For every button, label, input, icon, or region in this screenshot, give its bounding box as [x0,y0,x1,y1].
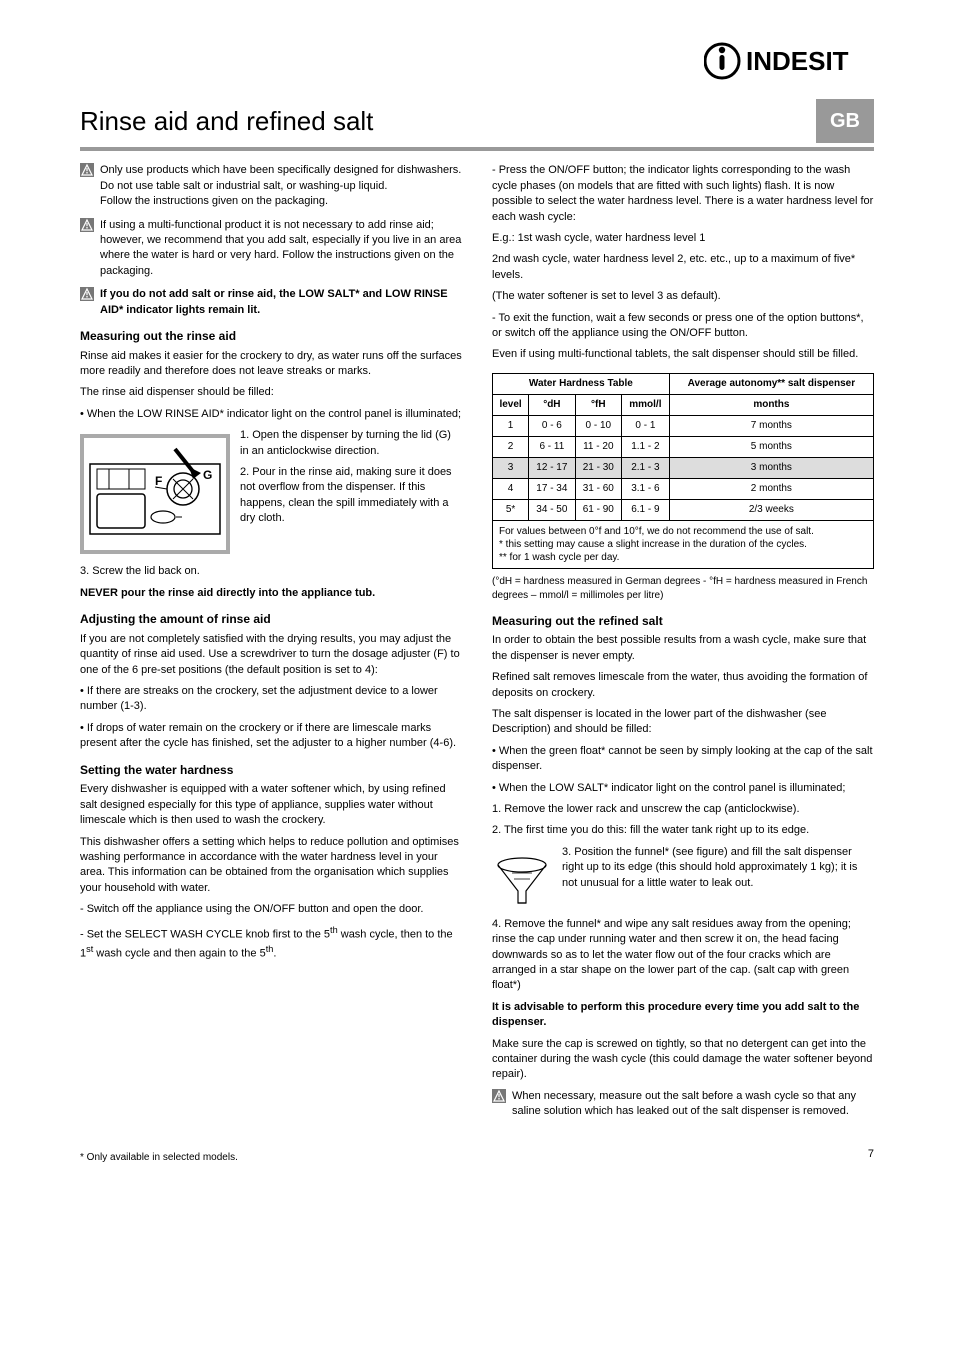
rinse-never: NEVER pour the rinse aid directly into t… [80,586,462,601]
table-row: 312 - 1721 - 302.1 - 33 months [493,457,874,478]
salt-p4: Make sure the cap is screwed on tightly,… [492,1037,874,1083]
hard-p1: Every dishwasher is equipped with a wate… [80,782,462,828]
left-column: Only use products which have been specif… [80,163,462,1123]
section-rinse-aid: Measuring out the rinse aid [80,328,462,345]
page-title: Rinse aid and refined salt [80,103,806,139]
table-note-below: (°dH = hardness measured in German degre… [492,575,874,603]
svg-text:G: G [203,468,212,482]
table-cell: 34 - 50 [529,499,575,520]
table-cell: 0 - 10 [575,415,621,436]
table-cell: 0 - 1 [622,415,670,436]
hard-ex1: E.g.: 1st wash cycle, water hardness lev… [492,231,874,246]
hard-p2: This dishwasher offers a setting which h… [80,835,462,897]
warning-icon [80,287,94,301]
warning-text-2: If using a multi-functional product it i… [100,218,462,280]
water-hardness-table: Water Hardness Table Average autonomy** … [492,373,874,569]
warning-icon [492,1089,506,1103]
rinse-para-1: Rinse aid makes it easier for the crocke… [80,349,462,380]
page-footer: * Only available in selected models. 7 [80,1147,874,1165]
rinse-adj-b1: • If there are streaks on the crockery, … [80,684,462,715]
table-cell: 61 - 90 [575,499,621,520]
table-row: 26 - 1111 - 201.1 - 25 months [493,436,874,457]
footnote: * Only available in selected models. [80,1151,238,1165]
hard-p6: (The water softener is set to level 3 as… [492,289,874,304]
svg-text:INDESIT: INDESIT [746,46,849,76]
warning-text-1: Only use products which have been specif… [100,163,461,209]
table-cell: 0 - 6 [529,415,575,436]
table-cell: 3 [493,457,529,478]
table-cell: 5* [493,499,529,520]
salt-p1: In order to obtain the best possible res… [492,633,874,664]
rinse-adj-p1: If you are not completely satisfied with… [80,632,462,678]
table-cell: 2 months [669,478,873,499]
salt-s1: 1. Remove the lower rack and unscrew the… [492,802,874,817]
section-salt: Measuring out the refined salt [492,613,874,630]
table-row: 5*34 - 5061 - 906.1 - 92/3 weeks [493,499,874,520]
salt-p2: Refined salt removes limescale from the … [492,670,874,701]
hard-p8: Even if using multi-functional tablets, … [492,347,874,362]
section-rinse-adjust: Adjusting the amount of rinse aid [80,611,462,628]
table-cell: 1.1 - 2 [622,436,670,457]
salt-s2: 2. The first time you do this: fill the … [492,823,874,838]
table-cell: 1 [493,415,529,436]
hard-p3: - Switch off the appliance using the ON/… [80,902,462,917]
col-months: months [669,394,873,415]
table-cell: 7 months [669,415,873,436]
dispenser-illustration: F G [80,434,230,554]
hard-p4: - Set the SELECT WASH CYCLE knob first t… [80,924,462,962]
col-level: level [493,394,529,415]
table-cell: 5 months [669,436,873,457]
hard-p5: - Press the ON/OFF button; the indicator… [492,163,874,225]
salt-b2: • When the LOW SALT* indicator light on … [492,781,874,796]
rinse-step-3: 3. Screw the lid back on. [80,564,462,579]
col-fh: °fH [575,394,621,415]
rinse-bullet-1: • When the LOW RINSE AID* indicator ligh… [80,407,462,422]
table-cell: 3.1 - 6 [622,478,670,499]
table-cell: 6 - 11 [529,436,575,457]
warning-text-3: If you do not add salt or rinse aid, the… [100,287,462,318]
table-header-auto: Average autonomy** salt dispenser [669,373,873,394]
salt-b1: • When the green float* cannot be seen b… [492,744,874,775]
table-cell: 11 - 20 [575,436,621,457]
table-row: 417 - 3431 - 603.1 - 62 months [493,478,874,499]
salt-rec: It is advisable to perform this procedur… [492,1000,874,1031]
svg-text:F: F [155,474,162,488]
language-tab: GB [816,99,874,143]
hard-p7: - To exit the function, wait a few secon… [492,311,874,342]
rinse-para-2: The rinse aid dispenser should be filled… [80,385,462,400]
table-cell: 2 [493,436,529,457]
page-number: 7 [868,1147,874,1165]
section-water-hardness: Setting the water hardness [80,762,462,779]
rinse-side-text: 1. Open the dispenser by turning the lid… [240,428,462,532]
table-cell: 4 [493,478,529,499]
salt-p3: The salt dispenser is located in the low… [492,707,874,738]
table-cell: 6.1 - 9 [622,499,670,520]
table-cell: 2.1 - 3 [622,457,670,478]
table-cell: 31 - 60 [575,478,621,499]
title-bar: Rinse aid and refined salt GB [80,99,874,151]
salt-warn: When necessary, measure out the salt bef… [512,1089,874,1120]
brand-logo: INDESIT [80,40,874,87]
warning-icon [80,163,94,177]
col-mmol: mmol/l [622,394,670,415]
table-header-main: Water Hardness Table [493,373,670,394]
table-cell: 17 - 34 [529,478,575,499]
table-cell: 2/3 weeks [669,499,873,520]
warning-icon [80,218,94,232]
table-cell: 3 months [669,457,873,478]
hard-ex2: 2nd wash cycle, water hardness level 2, … [492,252,874,283]
table-cell: 12 - 17 [529,457,575,478]
table-row: 10 - 60 - 100 - 17 months [493,415,874,436]
col-dh: °dH [529,394,575,415]
funnel-illustration [492,851,552,911]
table-cell: 21 - 30 [575,457,621,478]
salt-s4: 4. Remove the funnel* and wipe any salt … [492,917,874,994]
rinse-adj-b2: • If drops of water remain on the crocke… [80,721,462,752]
table-note: For values between 0°f and 10°f, we do n… [493,520,874,568]
salt-s3: 3. Position the funnel* (see figure) and… [562,845,874,897]
right-column: - Press the ON/OFF button; the indicator… [492,163,874,1123]
